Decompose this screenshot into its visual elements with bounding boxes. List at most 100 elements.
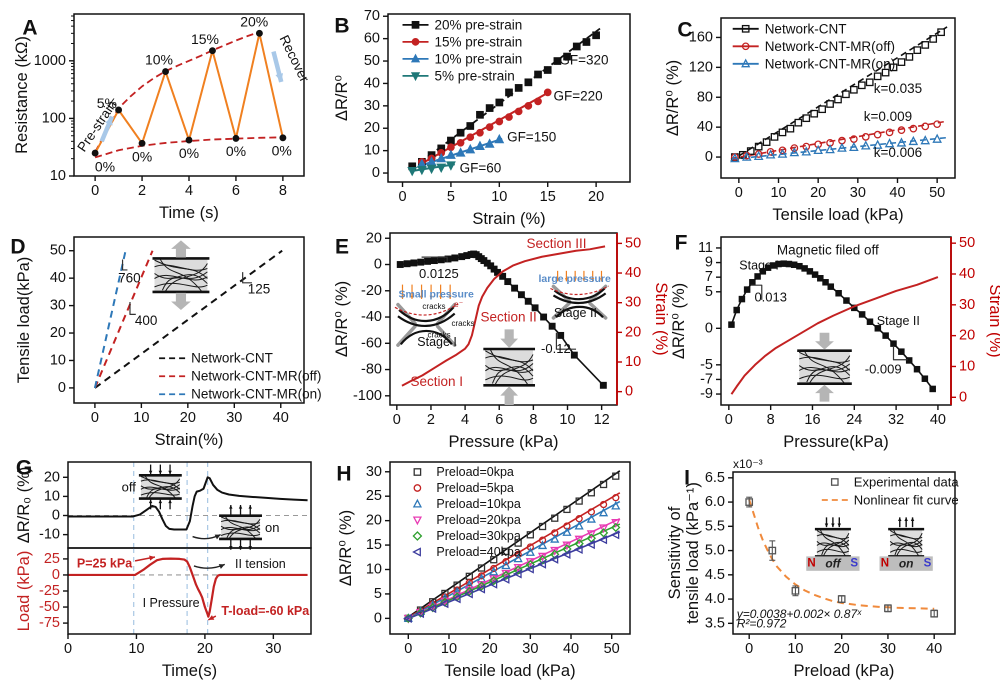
svg-text:S: S (924, 558, 932, 570)
svg-text:160: 160 (689, 29, 713, 45)
svg-text:0: 0 (398, 189, 406, 205)
axes: 0 10 20 30 40 Strain(%) 0 10 20 30 40 50 Tensile loa… (15, 236, 305, 449)
svg-text:0: 0 (705, 320, 713, 336)
svg-text:80: 80 (697, 89, 713, 105)
svg-text:20: 20 (180, 410, 196, 426)
svg-text:-5: -5 (700, 357, 713, 373)
svg-text:-40: -40 (361, 309, 382, 325)
svg-text:-60: -60 (361, 335, 382, 351)
svg-text:1000: 1000 (34, 53, 66, 69)
svg-text:40: 40 (625, 265, 641, 281)
series-fit-10 (403, 500, 621, 622)
svg-text:0: 0 (725, 412, 733, 428)
svg-text:8: 8 (767, 412, 775, 428)
svg-text:GF=320: GF=320 (559, 52, 608, 67)
svg-text:0: 0 (404, 641, 412, 657)
svg-text:30: 30 (880, 641, 896, 657)
svg-text:-25: -25 (39, 583, 60, 599)
series-fit-40 (403, 531, 621, 622)
svg-text:20% pre-strain: 20% pre-strain (435, 17, 523, 32)
svg-text:50: 50 (604, 641, 620, 657)
svg-text:10: 10 (787, 641, 803, 657)
svg-text:I Pressure: I Pressure (143, 596, 200, 610)
svg-text:4: 4 (185, 183, 193, 199)
svg-text:100: 100 (42, 110, 66, 126)
svg-text:0%: 0% (226, 143, 246, 159)
svg-text:GF=220: GF=220 (554, 88, 603, 103)
series-fit-0 (403, 470, 621, 621)
svg-text:120: 120 (689, 59, 713, 75)
svg-text:Tensile load (kPa): Tensile load (kPa) (772, 206, 903, 224)
svg-text:25: 25 (44, 551, 60, 567)
svg-text:8: 8 (279, 183, 287, 199)
svg-text:0: 0 (745, 641, 753, 657)
plot-F: 0 8 16 24 32 40Pressure(kPa)119750-5-7-9ΔR/R⁰… (670, 235, 1000, 451)
svg-text:10: 10 (50, 352, 66, 368)
panel-b-chart: B 0 5 10 15 20 Strain (%) 0 10 20 30 40 50 60 70 ΔR/R⁰ G… (333, 8, 631, 228)
plot-D: 0 10 20 30 40 Strain(%) 0 10 20 30 40 50 Tensile loa… (15, 236, 322, 449)
svg-text:10%: 10% (145, 51, 173, 67)
svg-text:125: 125 (248, 282, 271, 297)
svg-text:Strain (%): Strain (%) (652, 282, 670, 355)
svg-text:Magnetic filed off: Magnetic filed off (777, 243, 879, 258)
svg-text:25: 25 (366, 488, 382, 504)
panel-i-chart: I 0 10 20 30 40 Preload (kPa) 3.5 4.0 4.5 5.0 5.5 6.… (666, 457, 959, 680)
svg-text:20: 20 (44, 469, 60, 485)
svg-text:8: 8 (529, 412, 537, 428)
svg-text:60: 60 (364, 31, 380, 47)
svg-text:on: on (899, 557, 914, 571)
svg-text:6: 6 (495, 412, 503, 428)
series-prestrain-5 (407, 161, 456, 177)
svg-text:10: 10 (625, 354, 641, 370)
svg-text:40: 40 (889, 185, 905, 201)
svg-text:30: 30 (850, 185, 866, 201)
svg-text:S: S (850, 558, 858, 570)
series-cnt (94, 249, 283, 389)
svg-text:0%: 0% (95, 159, 115, 175)
svg-text:Sensitivity of: Sensitivity of (666, 506, 684, 599)
series-cnt-mr-off (93, 250, 154, 389)
svg-text:15% pre-strain: 15% pre-strain (435, 34, 523, 49)
svg-text:Network-CNT-MR(on): Network-CNT-MR(on) (191, 387, 322, 402)
svg-text:off: off (825, 557, 841, 571)
panel-c-chart: C 0 10 20 30 40 50 Tensile load (kPa) 0 40 80 120 16… (664, 17, 956, 224)
svg-text:Preload (kPa): Preload (kPa) (794, 662, 895, 680)
svg-text:H: H (336, 463, 351, 486)
series-experimental (745, 496, 939, 618)
svg-text:10: 10 (559, 412, 575, 428)
svg-text:off: off (122, 479, 137, 494)
svg-text:0: 0 (64, 641, 72, 657)
svg-text:40: 40 (364, 75, 380, 91)
svg-text:2: 2 (138, 183, 146, 199)
svg-text:6: 6 (232, 183, 240, 199)
svg-text:F: F (675, 232, 688, 255)
svg-text:0: 0 (52, 567, 60, 583)
svg-text:Load (kPa): Load (kPa) (15, 551, 33, 632)
svg-text:5%: 5% (97, 95, 117, 111)
plot-G: 20 10 0 -10 ΔR/R₀ (%) off on (15, 461, 312, 550)
svg-text:x10⁻³: x10⁻³ (733, 457, 763, 471)
axes: 0 8 16 24 32 40Pressure(kPa)119750-5-7-9ΔR/R⁰… (670, 235, 1000, 451)
panel-f-chart: F0 8 16 24 32 40Pressure(kPa)119750-5-7-9ΔR/R… (670, 232, 1000, 452)
svg-text:Network-CNT-MR(off): Network-CNT-MR(off) (765, 39, 895, 54)
svg-text:ΔR/R⁰ (%): ΔR/R⁰ (%) (670, 283, 688, 359)
svg-text:2: 2 (427, 412, 435, 428)
svg-text:0: 0 (625, 384, 633, 400)
series-fit-20 (403, 517, 621, 622)
series-nonlinear-fit (748, 499, 935, 610)
svg-text:0: 0 (393, 412, 401, 428)
series-preload-40 (403, 530, 620, 623)
plot-C: 0 10 20 30 40 50 Tensile load (kPa) 0 40 80 120 160… (664, 17, 956, 224)
svg-text:0: 0 (705, 149, 713, 165)
svg-text:30: 30 (265, 641, 281, 657)
svg-text:0: 0 (52, 508, 60, 524)
svg-text:30: 30 (364, 98, 380, 114)
svg-text:Time (s): Time (s) (159, 204, 219, 222)
svg-text:-100: -100 (353, 388, 382, 404)
svg-text:Network-CNT-MR(off): Network-CNT-MR(off) (191, 369, 321, 384)
svg-text:30: 30 (50, 298, 66, 314)
svg-text:Strain (%): Strain (%) (472, 210, 545, 228)
svg-text:30: 30 (366, 464, 382, 480)
